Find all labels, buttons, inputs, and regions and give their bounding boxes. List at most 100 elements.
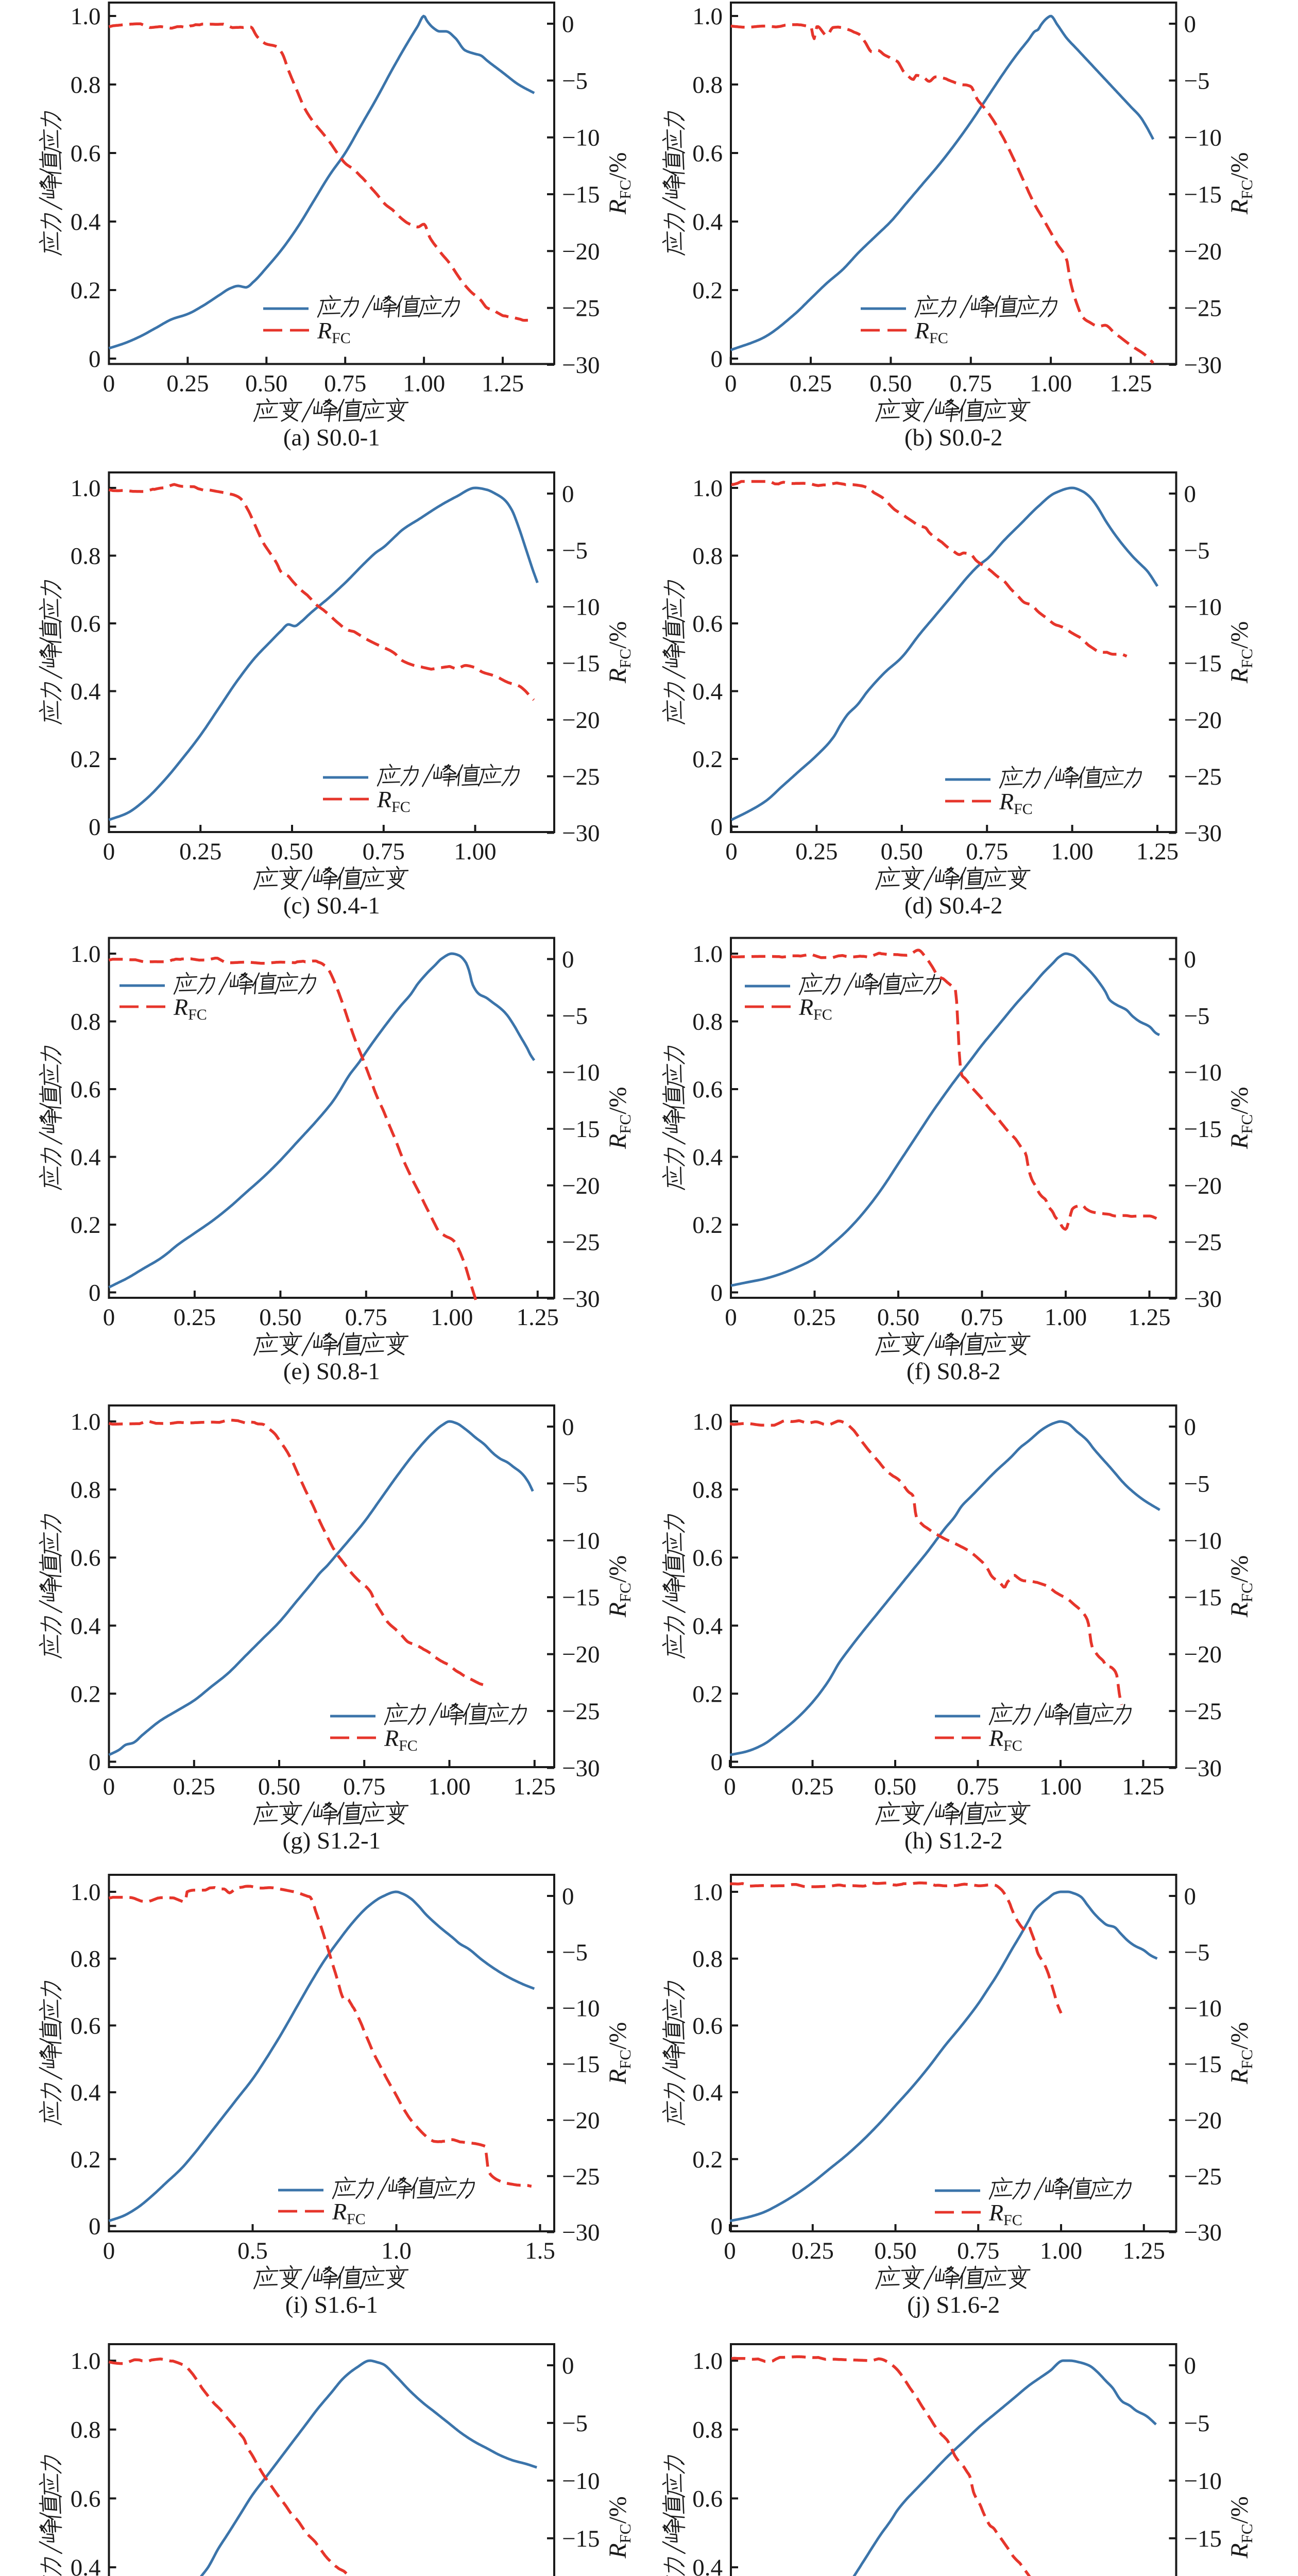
svg-text:0.75: 0.75 [324, 370, 366, 397]
svg-text:0: 0 [1184, 1883, 1197, 1910]
svg-text:0.8: 0.8 [71, 543, 101, 570]
svg-text:0.25: 0.25 [795, 838, 838, 865]
svg-text:0.25: 0.25 [166, 370, 209, 397]
svg-text:−20: −20 [562, 707, 600, 734]
svg-text:−20: −20 [1184, 238, 1222, 265]
svg-text:−5: −5 [562, 1470, 588, 1497]
svg-text:0.2: 0.2 [71, 1212, 101, 1239]
svg-text:0: 0 [1184, 2352, 1197, 2379]
svg-text:RFC/%: RFC/% [604, 2496, 634, 2559]
svg-text:0.25: 0.25 [173, 1773, 215, 1800]
svg-text:RFC: RFC [317, 317, 351, 347]
svg-text:0.4: 0.4 [692, 2554, 723, 2576]
svg-text:−15: −15 [1184, 181, 1222, 208]
svg-text:0.8: 0.8 [692, 72, 723, 98]
svg-text:RFC/%: RFC/% [604, 621, 634, 684]
svg-text:0.50: 0.50 [874, 1773, 916, 1800]
svg-text:0: 0 [562, 481, 574, 507]
svg-text:−25: −25 [1184, 1698, 1222, 1725]
svg-text:RFC/%: RFC/% [1226, 2022, 1256, 2085]
svg-text:0: 0 [562, 2352, 574, 2379]
svg-text:−15: −15 [1184, 650, 1222, 677]
svg-text:1.0: 1.0 [692, 3, 723, 30]
svg-text:0.6: 0.6 [71, 2012, 101, 2039]
svg-text:−5: −5 [562, 1939, 588, 1966]
svg-text:−25: −25 [562, 1229, 600, 1256]
svg-text:0.6: 0.6 [692, 2485, 723, 2512]
svg-text:0: 0 [562, 946, 574, 973]
svg-text:0.6: 0.6 [71, 140, 101, 167]
svg-text:−20: −20 [1184, 707, 1222, 734]
svg-text:0.75: 0.75 [957, 1773, 999, 1800]
svg-text:0: 0 [89, 1280, 101, 1307]
svg-text:0.2: 0.2 [71, 2146, 101, 2173]
svg-text:−30: −30 [562, 1286, 600, 1313]
svg-text:−5: −5 [1184, 1003, 1210, 1029]
svg-text:−20: −20 [562, 1641, 600, 1668]
svg-text:0.8: 0.8 [71, 72, 101, 98]
svg-text:0.8: 0.8 [692, 543, 723, 570]
svg-text:0.2: 0.2 [692, 277, 723, 304]
svg-text:0: 0 [103, 370, 115, 397]
svg-text:0: 0 [711, 1280, 723, 1307]
svg-text:1.0: 1.0 [71, 941, 101, 968]
svg-text:1.25: 1.25 [1136, 838, 1179, 865]
svg-text:−10: −10 [1184, 594, 1222, 621]
svg-text:0: 0 [562, 1414, 574, 1440]
svg-text:RFC/%: RFC/% [1226, 152, 1256, 215]
svg-text:0.25: 0.25 [790, 370, 832, 397]
svg-text:0: 0 [562, 11, 574, 38]
svg-text:0.6: 0.6 [71, 611, 101, 637]
svg-text:0.6: 0.6 [692, 611, 723, 637]
svg-text:−5: −5 [1184, 67, 1210, 94]
svg-text:0: 0 [711, 2213, 723, 2240]
svg-text:RFC/%: RFC/% [1226, 621, 1256, 684]
svg-text:0.8: 0.8 [71, 1946, 101, 1973]
svg-text:−20: −20 [1184, 1641, 1222, 1668]
svg-text:0.75: 0.75 [966, 838, 1008, 865]
svg-text:0.2: 0.2 [692, 1212, 723, 1239]
svg-text:−5: −5 [562, 2410, 588, 2437]
svg-text:1.0: 1.0 [692, 475, 723, 502]
svg-text:1.0: 1.0 [71, 475, 101, 502]
svg-text:0: 0 [562, 1883, 574, 1910]
svg-text:RFC: RFC [988, 1725, 1022, 1754]
svg-text:(d) S0.4-2: (d) S0.4-2 [904, 892, 1003, 919]
svg-text:−10: −10 [1184, 1528, 1222, 1554]
svg-text:RFC: RFC [384, 1725, 418, 1754]
svg-text:0.25: 0.25 [179, 838, 221, 865]
svg-text:0.6: 0.6 [71, 1076, 101, 1103]
svg-text:−25: −25 [1184, 764, 1222, 790]
svg-text:1.00: 1.00 [403, 370, 445, 397]
svg-text:0.8: 0.8 [692, 1009, 723, 1036]
svg-text:−5: −5 [1184, 2410, 1210, 2437]
svg-text:0: 0 [1184, 481, 1197, 507]
svg-text:−30: −30 [1184, 352, 1222, 379]
svg-text:0.75: 0.75 [345, 1304, 387, 1331]
svg-text:0.2: 0.2 [692, 1681, 723, 1707]
svg-text:(i) S1.6-1: (i) S1.6-1 [285, 2292, 378, 2318]
svg-text:1.0: 1.0 [692, 1879, 723, 1906]
svg-text:0.4: 0.4 [692, 2079, 723, 2106]
svg-text:−5: −5 [1184, 1470, 1210, 1497]
svg-text:0.25: 0.25 [791, 1773, 833, 1800]
svg-text:−5: −5 [562, 537, 588, 564]
svg-text:0.2: 0.2 [71, 746, 101, 773]
svg-text:−10: −10 [562, 125, 600, 151]
svg-text:0: 0 [1184, 946, 1197, 973]
svg-text:1.0: 1.0 [71, 3, 101, 30]
svg-text:(e) S0.8-1: (e) S0.8-1 [283, 1358, 380, 1385]
svg-text:0: 0 [711, 1749, 723, 1776]
svg-text:0: 0 [103, 1773, 115, 1800]
svg-text:−25: −25 [562, 2163, 600, 2190]
svg-text:1.0: 1.0 [381, 2238, 412, 2264]
svg-text:0: 0 [725, 838, 738, 865]
svg-text:1.25: 1.25 [1123, 2238, 1165, 2264]
svg-text:0.2: 0.2 [692, 746, 723, 773]
svg-text:1.5: 1.5 [525, 2238, 555, 2264]
svg-text:0.4: 0.4 [71, 1144, 101, 1171]
svg-text:1.0: 1.0 [71, 1409, 101, 1435]
svg-text:0.5: 0.5 [237, 2238, 268, 2264]
svg-text:−25: −25 [562, 764, 600, 790]
svg-text:RFC/%: RFC/% [1226, 1555, 1256, 1618]
